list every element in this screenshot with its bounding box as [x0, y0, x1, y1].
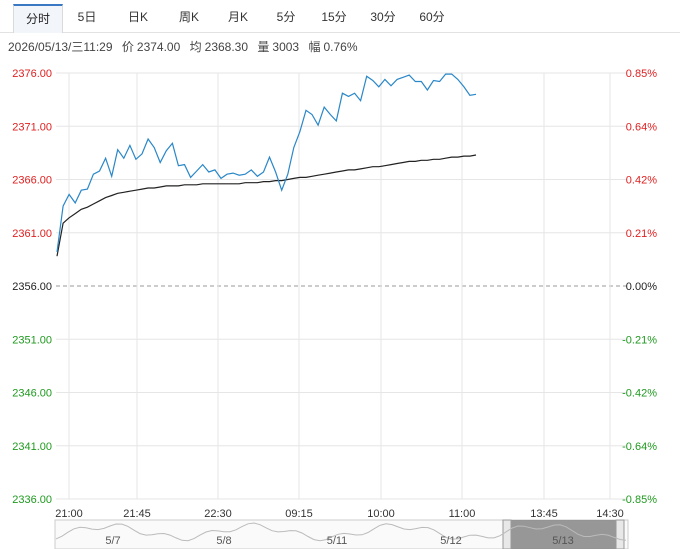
- y-tick-right: 0.64%: [626, 121, 657, 133]
- x-tick-label: 22:30: [204, 508, 232, 520]
- y-tick-right: 0.42%: [626, 175, 657, 187]
- x-tick-label: 10:00: [367, 508, 395, 520]
- y-tick-right: -0.85%: [622, 494, 657, 506]
- y-tick-left: 2356.00: [12, 281, 52, 293]
- y-tick-right: 0.21%: [626, 228, 657, 240]
- y-tick-left: 2361.00: [12, 228, 52, 240]
- y-tick-left: 2346.00: [12, 388, 52, 400]
- tab-2[interactable]: 日K: [127, 10, 148, 24]
- tab-8[interactable]: 60分: [419, 10, 445, 24]
- chart-period-tabs: 分时 5日 日K 周K 月K 5分 15分 30分 60分: [0, 0, 680, 33]
- y-tick-left: 2351.00: [12, 334, 52, 346]
- info-avg: 2368.30: [204, 40, 249, 54]
- x-tick-label: 14:30: [596, 508, 624, 520]
- x-tick-label: 11:00: [449, 508, 476, 520]
- x-tick-label: 21:45: [123, 508, 151, 520]
- intraday-price-chart[interactable]: 2376.00 0.85% 2371.00 0.64% 2366.00 0.42% 2361…: [0, 60, 680, 549]
- info-change: 0.76%: [323, 40, 358, 54]
- y-tick-left: 2341.00: [12, 441, 52, 453]
- price-line: [56, 73, 477, 252]
- y-tick-right: 0.85%: [626, 68, 657, 80]
- info-vol: 3003: [272, 40, 300, 54]
- tab-5[interactable]: 5分: [276, 10, 296, 24]
- info-vol-label: 量: [257, 40, 270, 54]
- navigator-handle-left: [502, 519, 512, 549]
- y-tick-right: -0.42%: [622, 388, 657, 400]
- navigator-handle-right: [615, 519, 625, 549]
- y-tick-left: 2366.00: [12, 175, 52, 187]
- info-datetime: 2026/05/13/三11:29: [8, 40, 113, 54]
- tab-4[interactable]: 月K: [227, 10, 248, 24]
- y-tick-right: -0.21%: [622, 334, 657, 346]
- tab-6[interactable]: 15分: [321, 10, 347, 24]
- tab-3[interactable]: 周K: [178, 10, 199, 24]
- x-tick-label: 13:45: [530, 508, 558, 520]
- quote-info-bar: 2026/05/13/三11:29 价 2374.00 均 2368.30 量 300…: [8, 38, 364, 55]
- navigator-date-label: 5/11: [327, 535, 348, 547]
- x-tick-label: 21:00: [55, 508, 83, 520]
- navigator-date-label: 5/7: [105, 535, 120, 547]
- x-tick-label: 09:15: [285, 508, 313, 520]
- navigator-date-label: 5/12: [440, 535, 461, 547]
- y-tick-left: 2376.00: [12, 68, 52, 80]
- info-avg-label: 均: [189, 40, 202, 54]
- avg-price-line: [56, 154, 477, 257]
- y-tick-right: 0.00%: [626, 281, 657, 293]
- tab-1[interactable]: 5日: [77, 10, 97, 24]
- y-tick-left: 2371.00: [12, 121, 52, 133]
- tab-7[interactable]: 30分: [370, 10, 396, 24]
- navigator-line: [55, 522, 627, 542]
- info-change-label: 幅: [308, 40, 321, 54]
- tab-0[interactable]: 分时: [13, 4, 63, 33]
- info-price-label: 价: [121, 40, 134, 54]
- y-tick-left: 2336.00: [12, 494, 52, 506]
- navigator-date-label: 5/13: [552, 535, 573, 547]
- y-tick-right: -0.64%: [622, 441, 657, 453]
- info-price: 2374.00: [136, 40, 181, 54]
- navigator-date-label: 5/8: [216, 535, 231, 547]
